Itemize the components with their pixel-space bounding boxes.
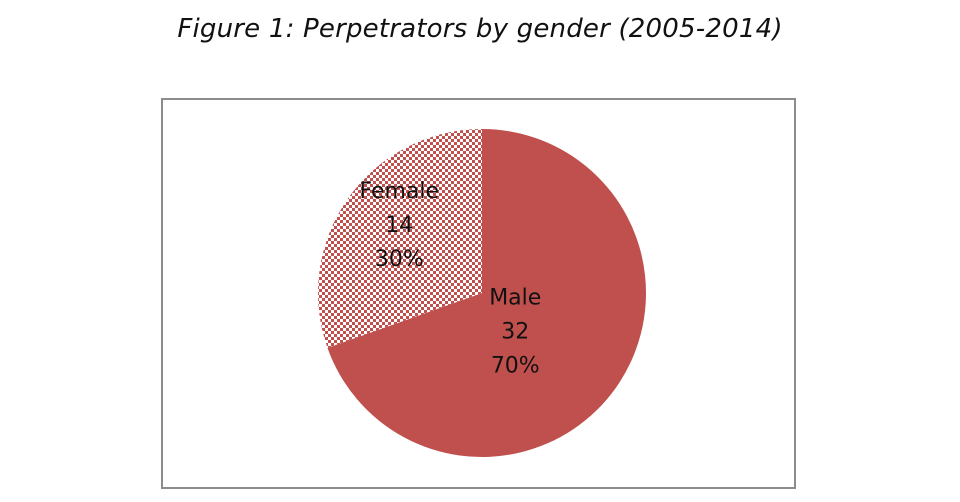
pie-labels: Male 32 70% Female 14 30% (360, 179, 542, 379)
pie-label-male-percent: 70% (491, 354, 540, 379)
pie-label-female-category: Female (360, 179, 440, 204)
pie-label-female-value: 14 (385, 213, 413, 238)
pie-chart: Male 32 70% Female 14 30% (318, 129, 646, 457)
pie-slice-male (327, 129, 646, 457)
pie-slice-female (318, 129, 482, 348)
pie-slices (318, 129, 646, 457)
figure-title: Figure 1: Perpetrators by gender (2005-2… (177, 14, 783, 44)
chart-frame: Male 32 70% Female 14 30% (161, 98, 796, 489)
pie-label-female-percent: 30% (375, 247, 424, 272)
pie-label-male-value: 32 (501, 320, 529, 345)
pie-label-male-category: Male (489, 286, 541, 311)
